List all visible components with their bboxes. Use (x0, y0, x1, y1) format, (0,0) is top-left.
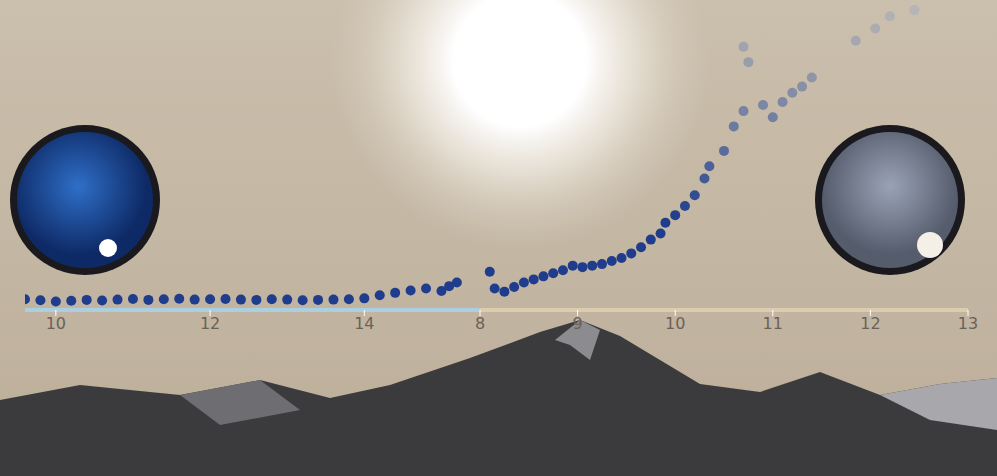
svg-text:10: 10 (46, 314, 66, 333)
svg-text:12: 12 (200, 314, 220, 333)
svg-text:10: 10 (665, 314, 685, 333)
svg-text:14: 14 (354, 314, 374, 333)
svg-text:9: 9 (573, 314, 583, 333)
svg-text:12: 12 (860, 314, 880, 333)
svg-text:13: 13 (958, 314, 978, 333)
svg-text:8: 8 (475, 314, 485, 333)
svg-text:11: 11 (763, 314, 783, 333)
